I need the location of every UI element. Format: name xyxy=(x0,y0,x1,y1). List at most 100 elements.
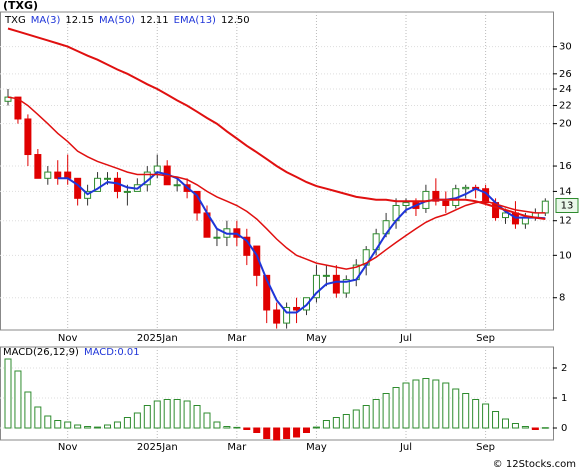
macd-bar xyxy=(322,420,330,429)
macd-bar xyxy=(531,427,539,430)
legend-ticker: TXG xyxy=(4,15,26,26)
x-tick-label: May xyxy=(306,442,327,453)
macd-bar xyxy=(332,417,340,429)
macd-bar xyxy=(382,393,390,429)
macd-bar xyxy=(34,406,42,429)
macd-value: 0.01 xyxy=(117,347,139,358)
y-tick-label: 0 xyxy=(561,423,567,434)
macd-bar xyxy=(521,426,529,429)
x-tick-label: Sep xyxy=(476,333,495,344)
legend-name: EMA(13) xyxy=(174,15,216,26)
macd-bar xyxy=(24,391,32,429)
candle-body xyxy=(332,274,340,294)
candle-body xyxy=(322,274,330,277)
legend-name: MA(3) xyxy=(31,15,61,26)
macd-bar xyxy=(233,426,241,429)
macd-label: MACD: xyxy=(84,347,117,358)
candle-body xyxy=(541,200,549,214)
macd-bar xyxy=(312,426,320,429)
macd-bar xyxy=(303,427,310,433)
macd-bar xyxy=(133,412,141,429)
candle-body xyxy=(402,202,410,206)
macd-bar xyxy=(352,409,360,429)
x-tick-label: Mar xyxy=(227,333,247,344)
chart-title: (TXG) xyxy=(3,0,38,12)
candle-body xyxy=(24,118,32,156)
candle-body xyxy=(104,177,111,180)
macd-bar xyxy=(203,412,211,429)
y-tick-label: 2 xyxy=(561,363,567,374)
candle-body xyxy=(173,184,181,187)
macd-bar xyxy=(342,414,350,429)
macd-bar xyxy=(173,399,181,429)
y-tick-label: 8 xyxy=(559,293,565,304)
price-tag xyxy=(555,197,579,213)
candle-body xyxy=(14,96,22,120)
macd-bar xyxy=(432,379,440,429)
x-tick-label: Jul xyxy=(399,442,412,453)
macd-bar xyxy=(104,424,111,429)
y-tick-label: 10 xyxy=(559,250,572,261)
x-tick-label: Mar xyxy=(227,442,247,453)
x-tick-label: Jul xyxy=(399,333,412,344)
y-tick-label: 14 xyxy=(559,186,572,197)
candle-body xyxy=(342,279,350,294)
macd-bar xyxy=(372,399,380,429)
macd-title: MACD(26,12,9) xyxy=(3,347,79,358)
macd-bar xyxy=(143,405,151,429)
x-tick-label: May xyxy=(306,333,327,344)
macd-bar xyxy=(183,400,191,429)
y-tick-label: 24 xyxy=(559,84,572,95)
macd-bar xyxy=(4,358,12,429)
candle-body xyxy=(293,306,301,311)
macd-bar xyxy=(472,399,480,429)
macd-bar xyxy=(163,399,171,429)
macd-bar xyxy=(84,426,92,429)
macd-legend: MACD(26,12,9) MACD:0.01 xyxy=(3,347,140,358)
macd-bar xyxy=(243,427,251,430)
y-tick-label: 26 xyxy=(559,69,572,80)
macd-bar xyxy=(482,403,490,429)
legend: TXG MA(3) 12.15 MA(50) 12.11 EMA(13) 12.50 xyxy=(4,15,250,26)
candle-body xyxy=(123,190,131,193)
legend-value: 12.50 xyxy=(221,15,250,26)
macd-bar xyxy=(511,423,519,429)
candle-body xyxy=(213,236,221,239)
macd-bar xyxy=(113,421,121,429)
macd-bar xyxy=(54,420,62,429)
macd-bar xyxy=(412,379,420,429)
macd-bar xyxy=(462,393,470,429)
ma-line xyxy=(57,171,546,314)
macd-bar xyxy=(263,427,271,439)
y-tick-label: 30 xyxy=(559,42,572,53)
macd-bar xyxy=(362,405,370,429)
y-tick-label: 22 xyxy=(559,101,572,112)
legend-value: 12.15 xyxy=(65,15,94,26)
candle-body xyxy=(462,186,470,190)
candle-body xyxy=(312,274,320,299)
macd-bar xyxy=(94,426,102,429)
candle-body xyxy=(263,274,271,311)
macd-bar xyxy=(123,417,131,429)
candle-body xyxy=(74,177,82,199)
ma-line xyxy=(7,27,546,220)
macd-bar xyxy=(223,426,231,429)
legend-name: MA(50) xyxy=(99,15,135,26)
copyright: © 12Stocks.com xyxy=(493,459,576,470)
macd-bar xyxy=(74,424,82,429)
macd-bar xyxy=(283,427,291,439)
candle-body xyxy=(94,177,102,192)
y-tick-label: 1 xyxy=(561,393,567,404)
macd-bar xyxy=(193,405,201,429)
macd-bar xyxy=(153,400,161,429)
price-tag-label: 13 xyxy=(561,200,574,211)
y-tick-label: 12 xyxy=(559,216,572,227)
x-tick-label: Nov xyxy=(58,442,78,453)
macd-bar xyxy=(44,415,52,429)
macd-bar xyxy=(253,427,261,433)
macd-bar xyxy=(442,382,450,429)
plot-frame xyxy=(0,346,554,441)
macd-bar xyxy=(213,421,221,429)
candle-body xyxy=(44,171,52,179)
